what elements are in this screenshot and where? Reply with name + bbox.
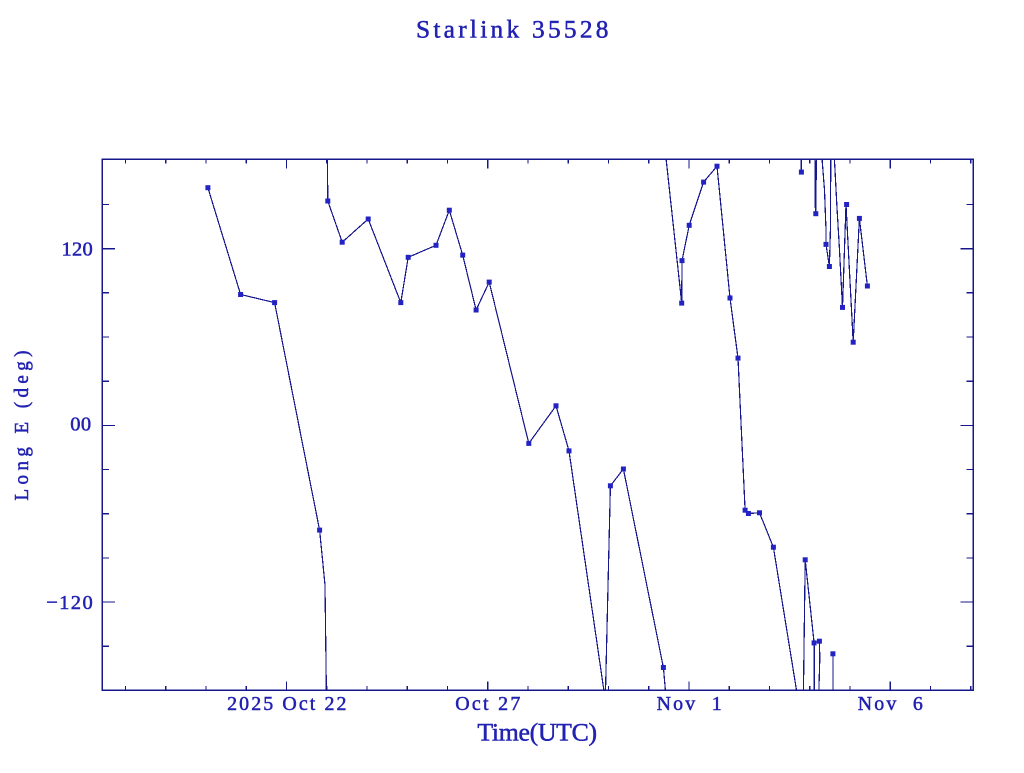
svg-text:Long E (deg): Long E (deg) [11,351,33,501]
svg-text:Time(UTC): Time(UTC) [477,717,597,746]
svg-text:Oct 27: Oct 27 [455,693,520,715]
svg-text:2025 Oct 22: 2025 Oct 22 [227,693,346,715]
svg-text:00: 00 [70,414,91,436]
svg-text:Nov 6: Nov 6 [858,693,923,715]
svg-text:−120: −120 [46,592,92,614]
svg-text:120: 120 [62,238,93,260]
svg-text:Starlink 35528: Starlink 35528 [416,16,609,44]
svg-text:Nov 1: Nov 1 [657,693,722,715]
